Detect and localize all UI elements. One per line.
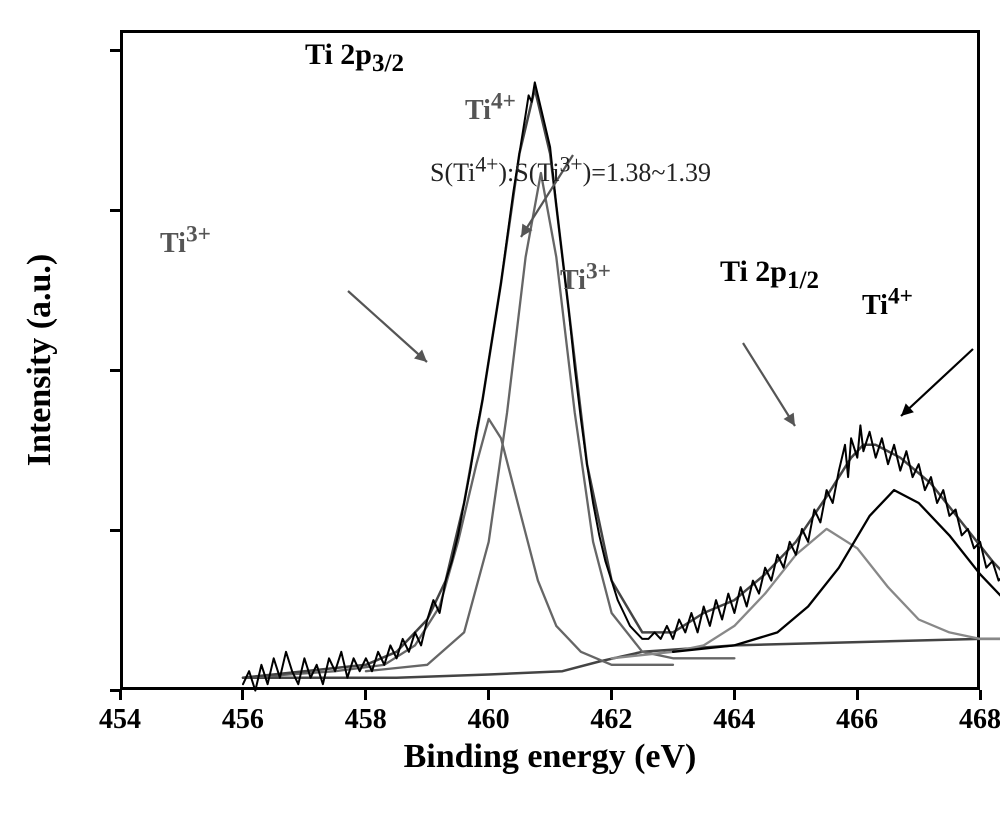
annotation-arrow [348, 291, 427, 362]
x-tick-label: 458 [345, 704, 387, 736]
y-tick-mark [110, 49, 120, 52]
x-tick-label: 462 [590, 704, 632, 736]
y-axis-label: Intensity (a.u.) [21, 254, 59, 467]
annotation-ratio: S(Ti4+):S(Ti3+)=1.38~1.39 [430, 158, 711, 188]
x-tick-label: 464 [713, 704, 755, 736]
y-tick-mark [110, 209, 120, 212]
x-tick-mark [979, 690, 982, 700]
annotation-orbital_1: Ti 2p3/2 [305, 38, 404, 72]
xps-chart-container: Intensity (a.u.) Binding energy (eV) 454… [0, 0, 1000, 791]
y-tick-mark [110, 369, 120, 372]
annotation-arrow [743, 343, 795, 426]
x-tick-label: 468 [959, 704, 1000, 736]
x-tick-mark [487, 690, 490, 700]
y-tick-mark [110, 529, 120, 532]
x-tick-mark [856, 690, 859, 700]
x-tick-label: 460 [468, 704, 510, 736]
x-tick-mark [733, 690, 736, 700]
x-axis-label: Binding energy (eV) [404, 738, 697, 776]
plot-area [120, 30, 980, 690]
annotation-ti3_left: Ti3+ [160, 228, 211, 260]
y-tick-mark [110, 689, 120, 692]
x-tick-label: 456 [222, 704, 264, 736]
annotation-ti3_right: Ti3+ [560, 265, 611, 297]
annotation-orbital_2: Ti 2p1/2 [720, 255, 819, 289]
x-tick-mark [241, 690, 244, 700]
series-line [366, 173, 735, 671]
annotation-ti4_left: Ti4+ [465, 95, 516, 127]
x-tick-mark [364, 690, 367, 700]
x-tick-label: 466 [836, 704, 878, 736]
annotation-ti4_right: Ti4+ [862, 290, 913, 322]
annotation-arrow [901, 349, 973, 416]
x-tick-mark [610, 690, 613, 700]
x-tick-mark [119, 690, 122, 700]
x-tick-label: 454 [99, 704, 141, 736]
